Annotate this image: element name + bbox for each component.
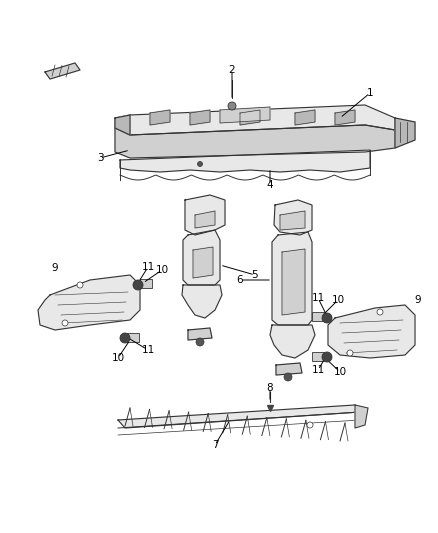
Polygon shape [280, 211, 305, 230]
Bar [140, 279, 152, 288]
Polygon shape [182, 285, 222, 318]
Polygon shape [195, 211, 215, 228]
Polygon shape [193, 247, 213, 278]
Polygon shape [38, 275, 140, 330]
Text: 9: 9 [52, 263, 58, 273]
Text: 9: 9 [415, 295, 421, 305]
Circle shape [196, 338, 204, 346]
Polygon shape [220, 107, 270, 123]
Circle shape [322, 313, 332, 323]
Circle shape [62, 320, 68, 326]
Circle shape [307, 422, 313, 428]
Polygon shape [115, 125, 395, 158]
Circle shape [133, 280, 143, 290]
Text: 8: 8 [267, 383, 273, 393]
Circle shape [120, 333, 130, 343]
Circle shape [377, 309, 383, 315]
Circle shape [77, 282, 83, 288]
Polygon shape [355, 405, 368, 428]
Circle shape [347, 350, 353, 356]
Polygon shape [274, 200, 312, 235]
Polygon shape [190, 110, 210, 125]
Text: 2: 2 [229, 65, 235, 75]
Circle shape [198, 161, 202, 166]
Polygon shape [282, 249, 305, 315]
Polygon shape [183, 230, 220, 285]
Text: 7: 7 [212, 440, 218, 450]
Circle shape [284, 373, 292, 381]
Text: 10: 10 [333, 367, 346, 377]
Text: 10: 10 [155, 265, 169, 275]
Text: 11: 11 [311, 365, 325, 375]
Bar [312, 312, 324, 321]
Polygon shape [272, 232, 312, 325]
Text: 4: 4 [267, 180, 273, 190]
Polygon shape [395, 118, 415, 148]
Polygon shape [188, 328, 212, 340]
Polygon shape [120, 150, 370, 172]
Polygon shape [270, 325, 315, 358]
Text: 11: 11 [141, 345, 155, 355]
Text: 10: 10 [332, 295, 345, 305]
Polygon shape [45, 63, 80, 79]
Text: 6: 6 [237, 275, 244, 285]
Circle shape [228, 102, 236, 110]
Polygon shape [115, 105, 395, 135]
Polygon shape [150, 110, 170, 125]
Polygon shape [240, 110, 260, 125]
Polygon shape [328, 305, 415, 358]
Text: 3: 3 [97, 153, 103, 163]
Text: 10: 10 [111, 353, 124, 363]
Text: 5: 5 [252, 270, 258, 280]
Text: 11: 11 [141, 262, 155, 272]
Polygon shape [185, 195, 225, 235]
Polygon shape [335, 110, 355, 125]
Text: 11: 11 [311, 293, 325, 303]
Circle shape [322, 352, 332, 362]
Bar [127, 333, 139, 342]
Polygon shape [115, 115, 130, 135]
Bar [312, 352, 324, 361]
Polygon shape [276, 363, 302, 375]
Polygon shape [118, 405, 360, 428]
Polygon shape [295, 110, 315, 125]
Text: 1: 1 [367, 88, 373, 98]
